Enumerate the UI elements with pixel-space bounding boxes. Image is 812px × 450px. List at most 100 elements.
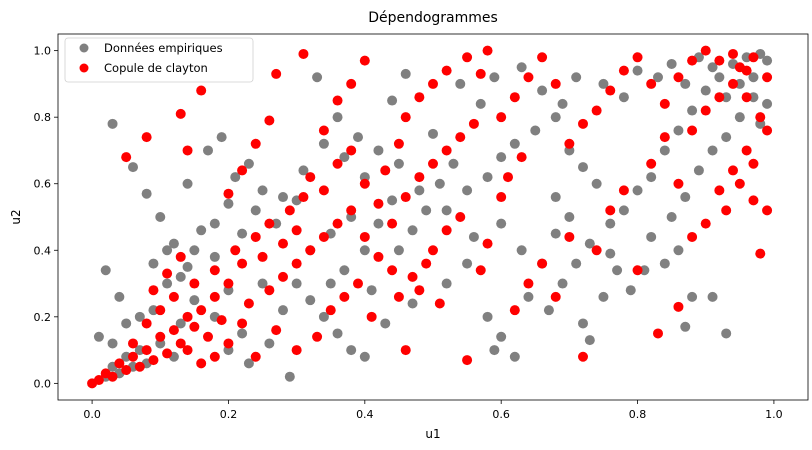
legend: Données empiriques Copule de clayton — [64, 37, 254, 83]
y-tick-label-2: 0.4 — [34, 244, 52, 257]
point-s1-85 — [496, 112, 507, 123]
point-s1-71 — [428, 245, 438, 256]
point-s1-115 — [728, 165, 738, 176]
point-s0-57 — [407, 298, 418, 309]
point-s0-33 — [134, 311, 145, 322]
point-s1-9 — [148, 355, 159, 366]
y-axis-ticks: 0.0 0.2 0.4 0.6 0.8 1.0 — [34, 45, 58, 390]
point-s1-6 — [128, 351, 138, 362]
point-s1-130 — [700, 45, 711, 56]
point-s0-159 — [325, 278, 336, 289]
point-s1-134 — [741, 92, 752, 103]
point-s0-32 — [93, 331, 104, 342]
point-s1-47 — [332, 95, 343, 106]
point-s1-103 — [605, 85, 616, 96]
point-s1-76 — [482, 238, 493, 249]
point-s0-34 — [148, 258, 159, 269]
point-s1-16 — [196, 305, 207, 316]
y-tick-label-1: 0.2 — [34, 311, 52, 324]
point-s0-142 — [721, 328, 732, 339]
point-s0-84 — [537, 85, 548, 96]
point-s0-80 — [455, 78, 466, 89]
point-s1-131 — [714, 55, 725, 66]
point-s1-4 — [114, 358, 125, 369]
legend-marker-empirical — [79, 43, 89, 53]
point-s0-28 — [230, 172, 241, 183]
point-s1-12 — [168, 325, 179, 336]
point-s0-166 — [223, 198, 234, 209]
point-s1-73 — [455, 212, 466, 222]
point-s1-160 — [400, 192, 411, 203]
point-s0-54 — [400, 68, 411, 79]
point-s0-151 — [407, 225, 418, 236]
point-s1-68 — [387, 265, 398, 276]
point-s1-118 — [755, 248, 766, 259]
point-s1-153 — [305, 245, 316, 256]
point-s1-90 — [509, 305, 520, 316]
point-s1-51 — [318, 185, 329, 196]
point-s1-120 — [646, 158, 657, 169]
point-s0-107 — [578, 318, 588, 329]
point-s1-111 — [673, 301, 684, 312]
point-s0-135 — [721, 132, 732, 143]
point-s1-32 — [237, 258, 248, 269]
legend-label-empirical: Données empiriques — [104, 41, 223, 55]
point-s1-82 — [462, 52, 473, 63]
point-s0-97 — [605, 218, 616, 229]
point-s0-58 — [441, 278, 452, 289]
point-s1-36 — [278, 238, 288, 249]
point-s1-110 — [653, 328, 663, 339]
point-s1-84 — [482, 45, 493, 56]
point-s1-145 — [196, 358, 207, 369]
point-s0-105 — [543, 305, 554, 316]
point-s0-67 — [264, 338, 275, 349]
point-s0-156 — [373, 218, 384, 229]
point-s0-141 — [673, 245, 684, 256]
point-s1-75 — [475, 265, 486, 276]
point-s0-120 — [653, 72, 663, 83]
point-s1-99 — [632, 265, 643, 276]
point-s0-10 — [121, 318, 132, 329]
point-s1-161 — [414, 172, 425, 183]
point-s1-53 — [346, 145, 357, 156]
point-s0-46 — [373, 145, 384, 156]
point-s0-12 — [162, 278, 173, 289]
point-s0-158 — [339, 265, 350, 276]
plot-frame — [57, 33, 809, 401]
point-s1-125 — [714, 92, 725, 103]
point-s0-51 — [332, 112, 343, 123]
point-s1-119 — [762, 205, 773, 216]
point-s0-150 — [393, 245, 404, 256]
point-s0-24 — [168, 238, 179, 249]
point-s1-109 — [687, 55, 698, 66]
x-tick-label-4: 0.8 — [629, 408, 647, 421]
point-s0-112 — [673, 125, 684, 136]
point-s1-79 — [516, 152, 527, 163]
y-tick-label-0: 0.0 — [34, 377, 52, 390]
point-s1-140 — [128, 338, 138, 349]
point-s1-46 — [318, 125, 329, 136]
x-tick-label-3: 0.6 — [492, 408, 510, 421]
point-s1-117 — [748, 195, 759, 206]
point-s1-96 — [591, 245, 602, 256]
point-s0-82 — [489, 72, 500, 83]
point-s1-17 — [203, 331, 213, 342]
x-tick-label-1: 0.2 — [220, 408, 238, 421]
point-s0-154 — [448, 158, 459, 169]
point-s1-21 — [141, 132, 152, 143]
point-s1-142 — [155, 305, 166, 316]
point-s1-19 — [216, 315, 227, 326]
point-s0-149 — [550, 192, 561, 203]
point-s1-164 — [455, 132, 466, 143]
point-s1-113 — [700, 218, 711, 229]
point-s0-124 — [707, 62, 718, 73]
point-s0-106 — [557, 278, 568, 289]
point-s1-56 — [380, 165, 391, 176]
point-s1-63 — [312, 331, 323, 342]
point-s1-88 — [537, 52, 548, 63]
point-s0-90 — [468, 231, 479, 242]
series-0 — [93, 48, 773, 382]
point-s0-130 — [646, 231, 657, 242]
point-s0-119 — [762, 55, 773, 66]
point-s1-59 — [414, 92, 425, 103]
